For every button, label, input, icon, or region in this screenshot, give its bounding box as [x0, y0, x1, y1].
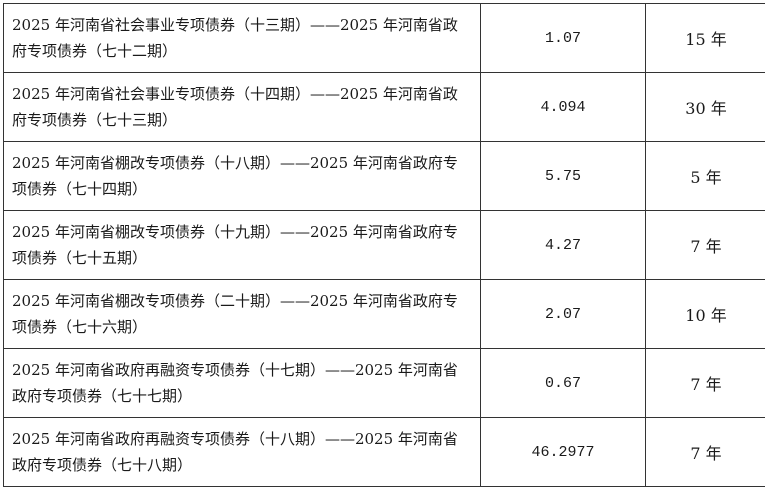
- bond-name-cell: 2025 年河南省社会事业专项债券（十三期）——2025 年河南省政府专项债券（…: [3, 3, 481, 73]
- amount-cell: 46.2977: [480, 417, 646, 487]
- bond-name-cell: 2025 年河南省政府再融资专项债券（十七期）——2025 年河南省政府专项债券…: [3, 348, 481, 418]
- amount-cell: 0.67: [480, 348, 646, 418]
- table-row: 2025 年河南省政府再融资专项债券（十七期）——2025 年河南省政府专项债券…: [3, 348, 765, 418]
- term-cell: 15 年: [645, 3, 765, 73]
- bond-table: 2025 年河南省社会事业专项债券（十三期）——2025 年河南省政府专项债券（…: [3, 3, 765, 487]
- amount-cell: 5.75: [480, 141, 646, 211]
- table-row: 2025 年河南省棚改专项债券（十八期）——2025 年河南省政府专项债券（七十…: [3, 141, 765, 211]
- table-row: 2025 年河南省政府再融资专项债券（十八期）——2025 年河南省政府专项债券…: [3, 417, 765, 487]
- table-row: 2025 年河南省棚改专项债券（十九期）——2025 年河南省政府专项债券（七十…: [3, 210, 765, 280]
- table-row: 2025 年河南省社会事业专项债券（十三期）——2025 年河南省政府专项债券（…: [3, 3, 765, 73]
- term-cell: 7 年: [645, 210, 765, 280]
- bond-name-cell: 2025 年河南省棚改专项债券（二十期）——2025 年河南省政府专项债券（七十…: [3, 279, 481, 349]
- bond-name-cell: 2025 年河南省社会事业专项债券（十四期）——2025 年河南省政府专项债券（…: [3, 72, 481, 142]
- table-row: 2025 年河南省棚改专项债券（二十期）——2025 年河南省政府专项债券（七十…: [3, 279, 765, 349]
- term-cell: 7 年: [645, 348, 765, 418]
- amount-cell: 1.07: [480, 3, 646, 73]
- amount-cell: 2.07: [480, 279, 646, 349]
- term-cell: 5 年: [645, 141, 765, 211]
- amount-cell: 4.27: [480, 210, 646, 280]
- bond-name-cell: 2025 年河南省棚改专项债券（十九期）——2025 年河南省政府专项债券（七十…: [3, 210, 481, 280]
- amount-cell: 4.094: [480, 72, 646, 142]
- table-row: 2025 年河南省社会事业专项债券（十四期）——2025 年河南省政府专项债券（…: [3, 72, 765, 142]
- bond-name-cell: 2025 年河南省棚改专项债券（十八期）——2025 年河南省政府专项债券（七十…: [3, 141, 481, 211]
- term-cell: 10 年: [645, 279, 765, 349]
- bond-name-cell: 2025 年河南省政府再融资专项债券（十八期）——2025 年河南省政府专项债券…: [3, 417, 481, 487]
- term-cell: 30 年: [645, 72, 765, 142]
- term-cell: 7 年: [645, 417, 765, 487]
